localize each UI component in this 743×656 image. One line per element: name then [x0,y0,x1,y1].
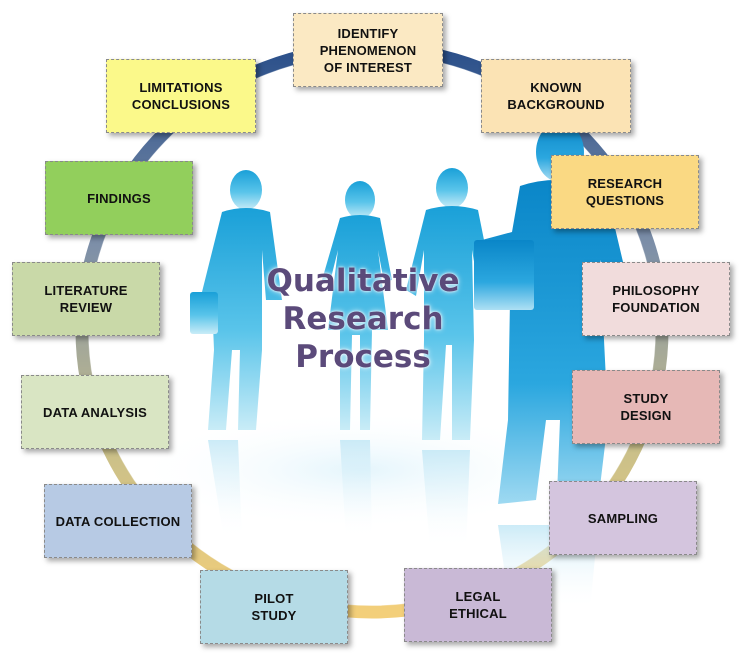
step-philosophy-foundation: PHILOSOPHY FOUNDATION [582,262,730,336]
center-title: Qualitative Research Process [228,262,498,376]
step-pilot-study: PILOT STUDY [200,570,348,644]
person-right-silhouette [406,168,494,440]
step-data-collection: DATA COLLECTION [44,484,192,558]
center-title-line-1: Qualitative [266,263,460,299]
silhouette-reflections [208,440,598,610]
step-limitations-conclusions: LIMITATIONS CONCLUSIONS [106,59,256,133]
step-legal-ethical: LEGAL ETHICAL [404,568,552,642]
step-known-background: KNOWN BACKGROUND [481,59,631,133]
person-woman-silhouette [322,181,392,430]
step-literature-review: LITERATURE REVIEW [12,262,160,336]
step-identify-phenomenon: IDENTIFY PHENOMENON OF INTEREST [293,13,443,87]
step-research-questions: RESEARCH QUESTIONS [551,155,699,229]
step-study-design: STUDY DESIGN [572,370,720,444]
center-title-line-3: Process [295,339,431,375]
center-title-line-2: Research [282,301,444,337]
step-data-analysis: DATA ANALYSIS [21,375,169,449]
step-findings: FINDINGS [45,161,193,235]
step-sampling: SAMPLING [549,481,697,555]
person-left-silhouette [190,170,282,430]
